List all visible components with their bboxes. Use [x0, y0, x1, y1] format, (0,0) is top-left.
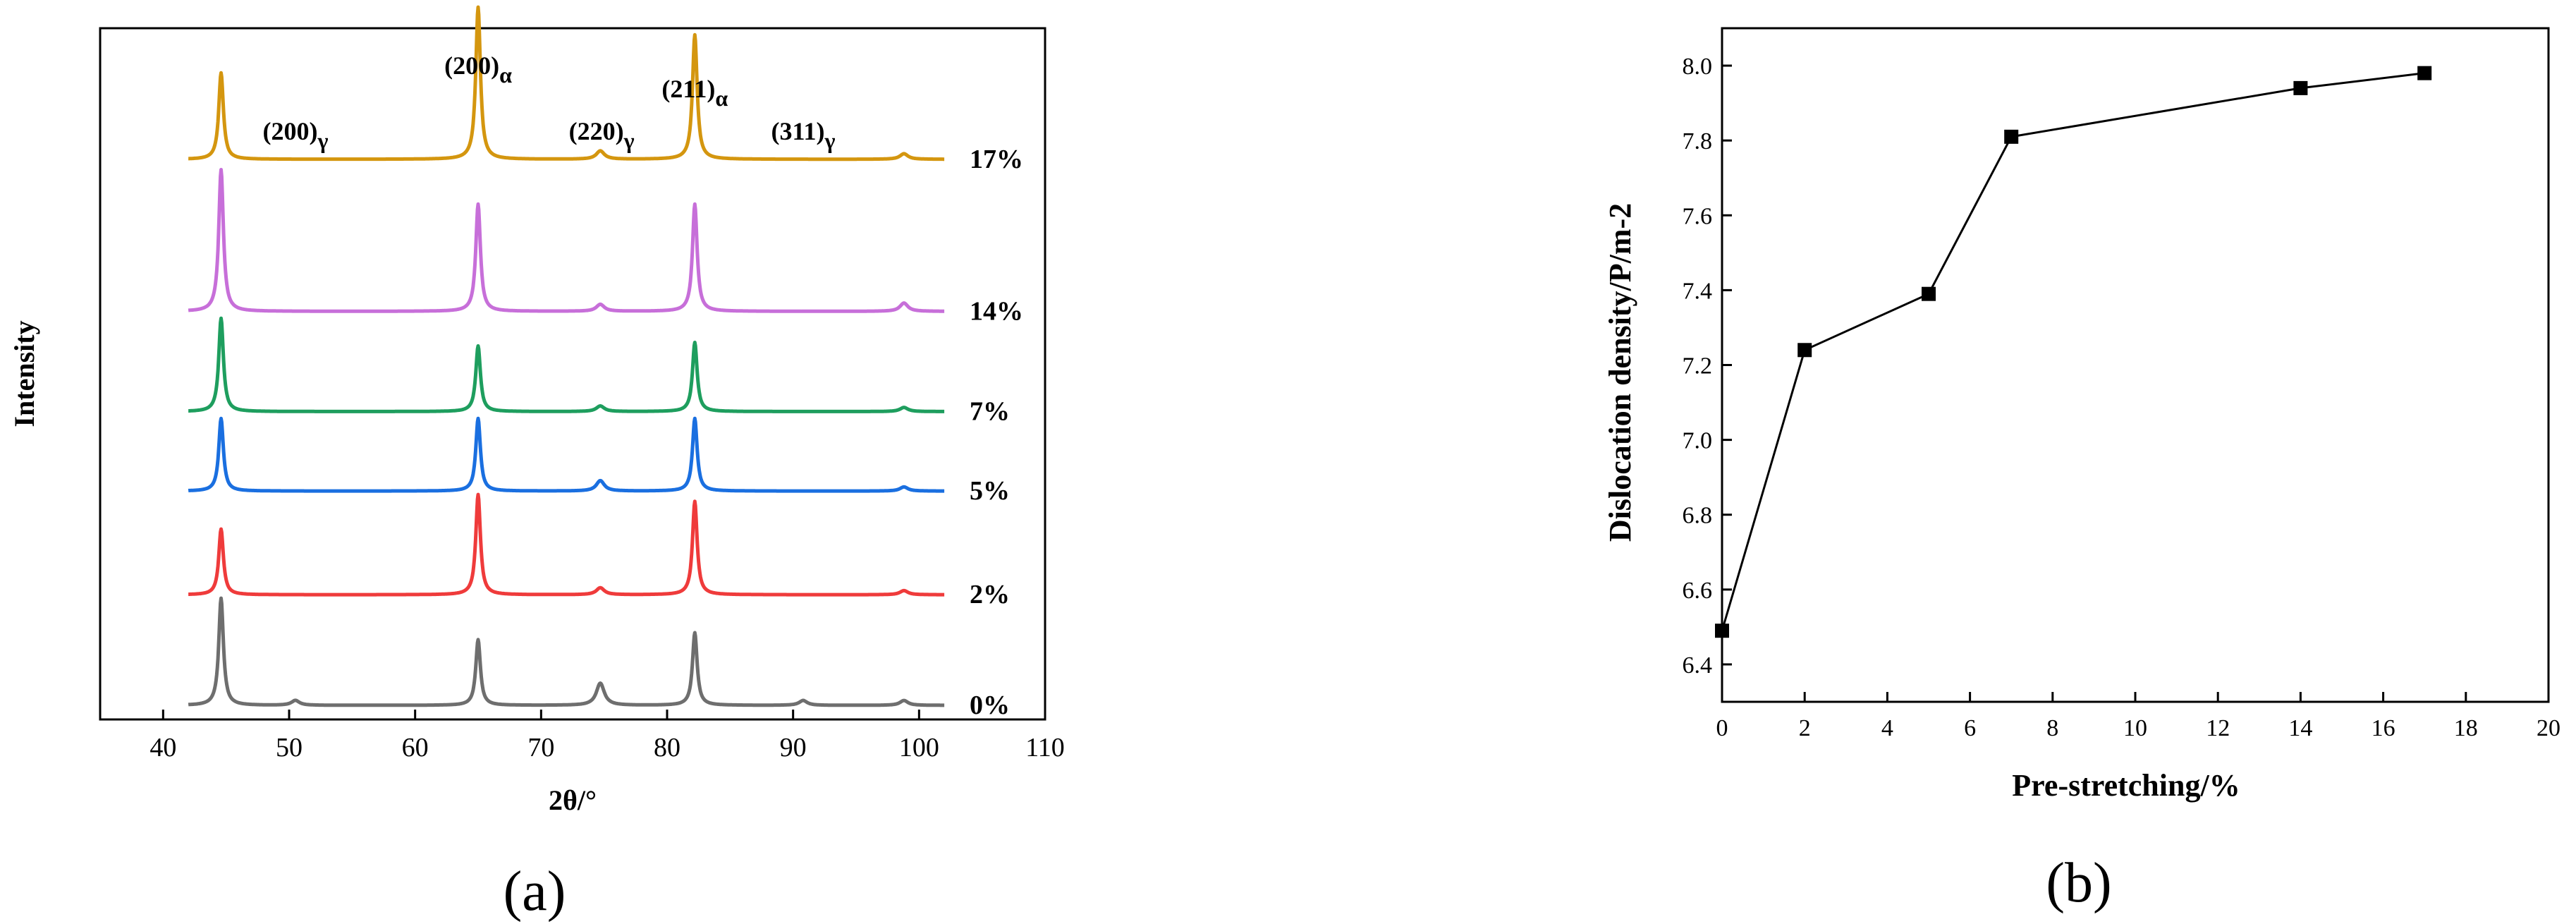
- series-label-2pct: 2%: [970, 580, 1010, 609]
- series-line-17pct: [187, 5, 946, 162]
- panel-a-peak-annotations: (200)α (211)α (200)γ (220)γ (311)γ: [262, 51, 835, 153]
- panel-b-y-tick-label: 7.2: [1683, 353, 1713, 379]
- panel-a-x-tick-label: 90: [780, 733, 807, 762]
- panel-b-data-point: [1797, 343, 1812, 358]
- panel-b-series-line: [1721, 72, 2425, 631]
- panel-b-x-tick-label: 14: [2288, 715, 2312, 741]
- panel-b-y-tick-label: 7.6: [1683, 203, 1713, 229]
- panel-b-y-tick-label: 6.4: [1683, 652, 1713, 679]
- panel-a-x-tick-label: 40: [149, 733, 176, 762]
- panel-a-x-tick-label: 50: [276, 733, 303, 762]
- panel-b-x-tick-label: 16: [2371, 715, 2395, 741]
- panel-a-caption: (a): [503, 861, 566, 923]
- panel-b-frame: [1721, 27, 2550, 703]
- series-line-0pct: [187, 596, 946, 707]
- panel-a-xrd-chart: 40 50 60 70 80 90 100 110 0% 2% 5% 7% 14% 17% (200)α…: [8, 5, 1065, 923]
- panel-b-x-axis-label: Pre-stretching/%: [2012, 768, 2240, 803]
- panel-a-x-tick-label: 110: [1025, 733, 1065, 762]
- panel-b-x-tick-label: 12: [2206, 715, 2230, 741]
- panel-b-y-tick-label: 6.6: [1683, 578, 1713, 604]
- peak-annotation: (311)γ: [771, 117, 835, 153]
- series-line-5pct: [187, 416, 946, 493]
- panel-b-dislocation-chart: 0 2 4 6 8 10 12 14 16 18 20 6.4 6.6 6.8 7.0 7.2 7.4 7.6 7…: [1603, 27, 2560, 914]
- panel-b-x-tick-label: 8: [2046, 715, 2058, 741]
- panel-b-data-point: [2004, 129, 2019, 144]
- panel-b-y-ticks: 6.4 6.6 6.8 7.0 7.2 7.4 7.6 7.8 8.0: [1683, 54, 1732, 679]
- series-label-0pct: 0%: [970, 691, 1010, 720]
- panel-a-x-ticks: 40 50 60 70 80 90 100 110: [149, 710, 1065, 762]
- panel-b-x-tick-label: 6: [1964, 715, 1976, 741]
- panel-b-y-tick-label: 7.8: [1683, 128, 1713, 154]
- panel-b-x-tick-label: 10: [2123, 715, 2147, 741]
- peak-annotation: (211)α: [661, 75, 728, 111]
- series-label-17pct: 17%: [970, 145, 1023, 174]
- series-line-2pct: [187, 492, 946, 597]
- series-label-7pct: 7%: [970, 397, 1010, 427]
- panel-a-y-axis-label: Intensity: [8, 320, 40, 427]
- panel-a-x-axis-label: 2θ/°: [549, 784, 597, 816]
- panel-b-y-tick-label: 7.4: [1683, 278, 1713, 304]
- panel-b-data-point: [1922, 286, 1936, 301]
- panel-b-x-tick-label: 20: [2537, 715, 2560, 741]
- panel-b-y-axis-label: Dislocation density/P/m-2: [1603, 203, 1637, 542]
- panel-b-y-tick-label: 7.0: [1683, 428, 1713, 454]
- panel-b-data-point: [2417, 66, 2432, 80]
- panel-b-caption: (b): [2046, 852, 2111, 914]
- peak-annotation: (200)α: [444, 51, 512, 87]
- series-line-14pct: [187, 168, 946, 313]
- panel-b-x-tick-label: 18: [2454, 715, 2478, 741]
- panel-b-x-tick-label: 0: [1716, 715, 1728, 741]
- panel-a-series-group: [187, 5, 946, 707]
- panel-b-x-ticks: 0 2 4 6 8 10 12 14 16 18 20: [1716, 692, 2560, 741]
- panel-b-y-tick-label: 6.8: [1683, 503, 1713, 529]
- peak-annotation: (200)γ: [262, 117, 328, 153]
- series-label-5pct: 5%: [970, 476, 1010, 506]
- panel-a-x-tick-label: 70: [527, 733, 554, 762]
- panel-b-series-group: [1715, 66, 2432, 638]
- panel-a-x-tick-label: 60: [402, 733, 429, 762]
- peak-annotation: (220)γ: [569, 117, 635, 153]
- panel-a-frame: [99, 27, 1046, 721]
- panel-a-series-labels: 0% 2% 5% 7% 14% 17%: [970, 145, 1023, 720]
- panel-b-x-tick-label: 4: [1881, 715, 1893, 741]
- panel-b-data-point: [1715, 624, 1729, 638]
- panel-b-data-point: [2293, 80, 2308, 95]
- panel-a-x-tick-label: 100: [899, 733, 939, 762]
- series-label-14pct: 14%: [970, 296, 1023, 326]
- panel-b-x-tick-label: 2: [1799, 715, 1811, 741]
- series-line-7pct: [187, 316, 946, 413]
- panel-a-x-tick-label: 80: [654, 733, 680, 762]
- panel-b-y-tick-label: 8.0: [1683, 54, 1713, 80]
